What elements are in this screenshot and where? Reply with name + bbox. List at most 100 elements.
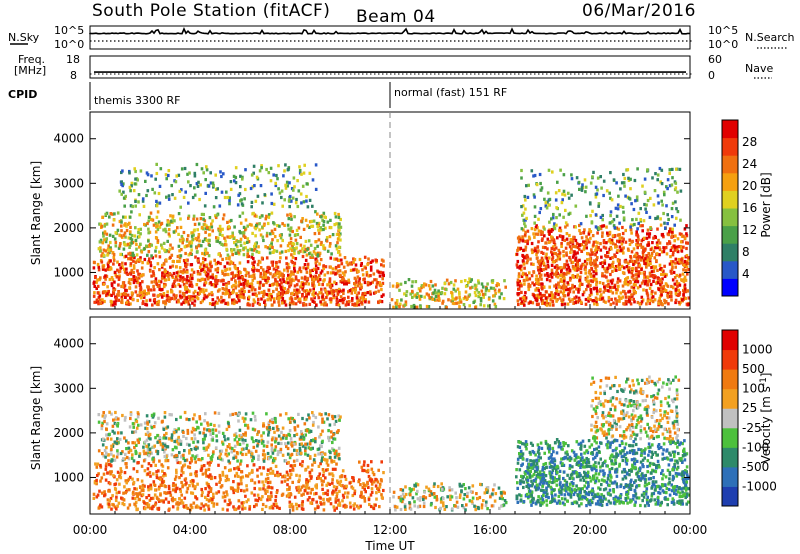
heatmap-cell	[602, 239, 606, 243]
heatmap-cell	[185, 288, 189, 292]
heatmap-cell	[612, 301, 615, 305]
heatmap-cell	[136, 293, 139, 297]
heatmap-cell	[369, 260, 373, 264]
heatmap-cell	[353, 492, 356, 496]
heatmap-cell	[295, 507, 299, 511]
heatmap-cell	[601, 213, 604, 218]
heatmap-cell	[130, 241, 133, 245]
heatmap-cell	[437, 297, 441, 301]
heatmap-cell	[297, 189, 301, 193]
heatmap-cell	[526, 259, 529, 263]
heatmap-cell	[663, 272, 667, 276]
heatmap-cell	[153, 483, 157, 487]
heatmap-cell	[158, 201, 162, 205]
heatmap-cell	[189, 472, 192, 477]
heatmap-cell	[222, 213, 226, 217]
heatmap-cell	[182, 230, 186, 235]
heatmap-cell	[192, 291, 196, 295]
heatmap-cell	[545, 303, 549, 307]
heatmap-cell	[610, 247, 613, 251]
heatmap-cell	[94, 275, 97, 280]
heatmap-cell	[618, 299, 621, 303]
heatmap-cell	[445, 278, 449, 282]
heatmap-cell	[520, 205, 523, 209]
heatmap-cell	[338, 482, 341, 486]
heatmap-cell	[214, 262, 218, 266]
heatmap-cell	[563, 238, 567, 242]
heatmap-cell	[96, 278, 99, 282]
heatmap-cell	[124, 491, 127, 495]
heatmap-cell	[678, 167, 682, 171]
heatmap-cell	[334, 497, 338, 501]
heatmap-cell	[102, 282, 105, 286]
heatmap-cell	[328, 291, 331, 295]
heatmap-cell	[654, 172, 657, 176]
heatmap-cell	[580, 249, 584, 253]
heatmap-cell	[258, 222, 261, 226]
heatmap-cell	[677, 245, 681, 249]
heatmap-cell	[198, 291, 202, 295]
heatmap-cell	[303, 489, 307, 493]
heatmap-cell	[109, 248, 113, 252]
heatmap-cell	[256, 194, 260, 198]
heatmap-cell	[377, 289, 380, 293]
heatmap-cell	[583, 244, 586, 248]
heatmap-cell	[319, 242, 323, 246]
heatmap-cell	[673, 239, 676, 243]
heatmap-cell	[240, 198, 243, 202]
heatmap-cell	[359, 263, 363, 267]
heatmap-cell	[147, 493, 151, 498]
heatmap-cell	[283, 169, 286, 173]
heatmap-cell	[300, 219, 303, 223]
heatmap-cell	[306, 205, 310, 209]
heatmap-cell	[670, 271, 673, 275]
heatmap-cell	[392, 305, 395, 309]
heatmap-cell	[189, 448, 193, 452]
heatmap-cell	[570, 247, 573, 251]
heatmap-cell	[325, 295, 328, 300]
heatmap-cell	[174, 180, 178, 184]
heatmap-cell	[619, 187, 622, 191]
heatmap-cell	[269, 467, 273, 471]
heatmap-cell	[535, 183, 539, 187]
heatmap-cell	[166, 239, 169, 243]
heatmap-cell	[614, 243, 617, 247]
heatmap-cell	[143, 289, 146, 293]
heatmap-cell	[308, 302, 312, 306]
heatmap-cell	[271, 283, 274, 287]
heatmap-cell	[152, 273, 156, 278]
heatmap-cell	[275, 502, 278, 506]
heatmap-cell	[611, 256, 614, 260]
heatmap-cell	[139, 485, 142, 489]
heatmap-cell	[167, 487, 171, 491]
heatmap-cell	[653, 189, 657, 193]
heatmap-cell	[157, 302, 160, 307]
heatmap-cell	[324, 491, 327, 495]
heatmap-cell	[219, 300, 223, 304]
heatmap-cell	[266, 279, 270, 283]
heatmap-cell	[417, 294, 421, 298]
heatmap-cell	[663, 221, 666, 225]
heatmap-cell	[660, 272, 663, 276]
colorbar-swatch	[722, 137, 738, 156]
heatmap-cell	[494, 291, 497, 296]
heatmap-cell	[475, 288, 479, 292]
heatmap-cell	[152, 288, 156, 292]
heatmap-cell	[533, 205, 537, 209]
heatmap-cell	[292, 264, 296, 268]
heatmap-cell	[147, 291, 150, 295]
heatmap-cell	[420, 286, 423, 290]
heatmap-cell	[195, 217, 199, 221]
heatmap-cell	[628, 238, 632, 242]
heatmap-cell	[304, 248, 307, 252]
heatmap-cell	[544, 265, 548, 269]
heatmap-cell	[247, 295, 251, 299]
heatmap-cell	[646, 299, 650, 303]
heatmap-cell	[380, 288, 383, 292]
heatmap-cell	[546, 274, 550, 278]
heatmap-cell	[344, 270, 347, 274]
heatmap-cell	[326, 293, 329, 297]
heatmap-cell	[150, 243, 153, 247]
heatmap-cell	[548, 197, 552, 201]
heatmap-cell	[294, 257, 298, 261]
